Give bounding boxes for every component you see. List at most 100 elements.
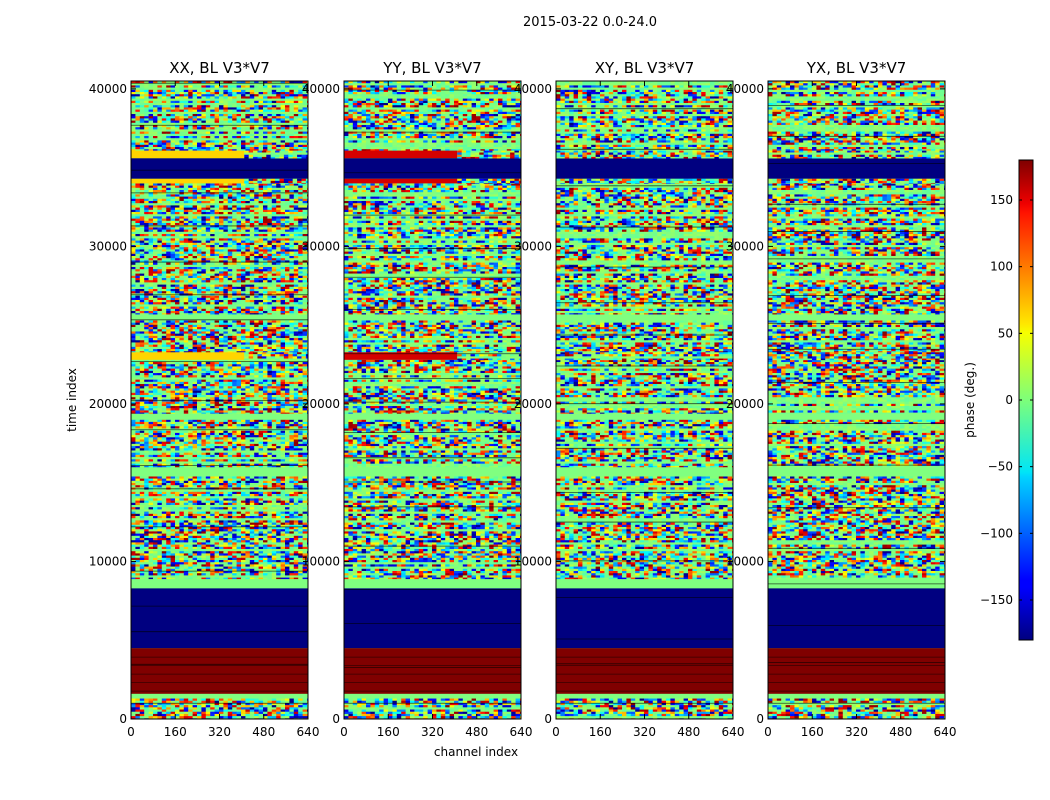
panel-xy: XY, BL V3*V7 0 160 320 480 640 0 10000 20000 3000… bbox=[514, 59, 745, 739]
flagged-band bbox=[131, 693, 308, 699]
panels: XX, BL V3*V7 0 160 320 480 640 0 10000 20000 3000… bbox=[89, 59, 957, 739]
flagged-band bbox=[131, 578, 308, 589]
y-tick-label: 30000 bbox=[89, 239, 127, 253]
flagged-band bbox=[131, 314, 308, 321]
y-tick-label: 40000 bbox=[302, 82, 340, 96]
y-tick-label: 40000 bbox=[89, 82, 127, 96]
panel-title: XY, BL V3*V7 bbox=[595, 59, 695, 77]
y-tick-label: 20000 bbox=[89, 397, 127, 411]
y-tick-label: 0 bbox=[119, 712, 127, 726]
flagged-band bbox=[344, 466, 521, 477]
stripe-band bbox=[344, 178, 458, 184]
colorbar-tick-label: 50 bbox=[998, 326, 1013, 340]
flagged-band bbox=[344, 314, 521, 321]
constant-band bbox=[344, 158, 521, 179]
colorbar: −150 −100 −50 0 50 100 150 phase (deg.) bbox=[963, 159, 1034, 641]
colorbar-ticks: −150 −100 −50 0 50 100 150 bbox=[980, 193, 1033, 607]
y-tick-label: 0 bbox=[756, 712, 764, 726]
x-tick-label: 160 bbox=[801, 725, 824, 739]
colorbar-tick-label: 100 bbox=[990, 260, 1013, 274]
constant-band bbox=[131, 648, 308, 694]
x-tick-label: 480 bbox=[677, 725, 700, 739]
phase-image bbox=[344, 81, 521, 719]
y-tick-label: 40000 bbox=[514, 82, 552, 96]
panel-yx: YX, BL V3*V7 0 160 320 480 640 0 10000 20000 3000… bbox=[726, 59, 957, 739]
panel-title: YY, BL V3*V7 bbox=[382, 59, 481, 77]
phase-image bbox=[768, 81, 945, 719]
constant-band bbox=[556, 158, 733, 179]
stripe-band bbox=[344, 351, 458, 360]
panel-title: YX, BL V3*V7 bbox=[806, 59, 907, 77]
x-tick-label: 160 bbox=[377, 725, 400, 739]
flagged-band bbox=[131, 413, 308, 420]
y-tick-label: 20000 bbox=[514, 397, 552, 411]
x-tick-label: 320 bbox=[845, 725, 868, 739]
stripe-band bbox=[131, 150, 245, 159]
x-axis-label: channel index bbox=[434, 745, 518, 759]
colorbar-tick-label: 0 bbox=[1005, 393, 1013, 407]
colorbar-label: phase (deg.) bbox=[963, 362, 977, 438]
x-tick-label: 480 bbox=[465, 725, 488, 739]
x-tick-label: 320 bbox=[633, 725, 656, 739]
x-tick-label: 160 bbox=[589, 725, 612, 739]
panel-yy: YY, BL V3*V7 0 160 320 480 640 0 10000 20000 3000… bbox=[302, 59, 533, 739]
flagged-band bbox=[344, 413, 521, 420]
constant-band bbox=[556, 648, 733, 694]
x-tick-label: 0 bbox=[340, 725, 348, 739]
flagged-band bbox=[768, 413, 945, 420]
constant-band bbox=[556, 588, 733, 649]
y-tick-label: 20000 bbox=[302, 397, 340, 411]
y-axis-label: time index bbox=[65, 368, 79, 432]
phase-image bbox=[556, 81, 733, 719]
colorbar-tick-label: 150 bbox=[990, 193, 1013, 207]
flagged-band bbox=[556, 314, 733, 321]
y-tick-label: 40000 bbox=[726, 82, 764, 96]
colorbar-tick-label: −150 bbox=[980, 593, 1013, 607]
x-tick-label: 640 bbox=[510, 725, 533, 739]
stripe-band bbox=[131, 351, 245, 360]
constant-band bbox=[131, 588, 308, 649]
constant-band bbox=[768, 158, 945, 179]
flagged-band bbox=[556, 693, 733, 699]
flagged-band bbox=[768, 693, 945, 699]
x-tick-label: 640 bbox=[934, 725, 957, 739]
x-tick-label: 320 bbox=[421, 725, 444, 739]
x-tick-label: 0 bbox=[127, 725, 135, 739]
x-tick-label: 640 bbox=[297, 725, 320, 739]
x-tick-label: 0 bbox=[552, 725, 560, 739]
y-tick-label: 0 bbox=[544, 712, 552, 726]
phase-image bbox=[131, 81, 308, 719]
colorbar-tick-label: −50 bbox=[988, 460, 1013, 474]
x-tick-label: 0 bbox=[764, 725, 772, 739]
flagged-band bbox=[556, 578, 733, 589]
flagged-band bbox=[556, 413, 733, 420]
flagged-band bbox=[344, 578, 521, 589]
flagged-band bbox=[556, 466, 733, 477]
figure-suptitle: 2015-03-22 0.0-24.0 bbox=[523, 15, 657, 30]
constant-band bbox=[131, 158, 308, 179]
flagged-band bbox=[131, 466, 308, 477]
flagged-band bbox=[768, 314, 945, 321]
y-tick-label: 10000 bbox=[302, 554, 340, 568]
x-tick-label: 640 bbox=[722, 725, 745, 739]
y-tick-label: 0 bbox=[332, 712, 340, 726]
y-tick-label: 10000 bbox=[89, 554, 127, 568]
colorbar-tick-label: −100 bbox=[980, 526, 1013, 540]
y-tick-label: 30000 bbox=[302, 239, 340, 253]
constant-band bbox=[344, 588, 521, 649]
y-tick-label: 30000 bbox=[726, 239, 764, 253]
y-tick-label: 10000 bbox=[726, 554, 764, 568]
y-tick-label: 20000 bbox=[726, 397, 764, 411]
constant-band bbox=[344, 648, 521, 694]
panel-title: XX, BL V3*V7 bbox=[169, 59, 270, 77]
panel-xx: XX, BL V3*V7 0 160 320 480 640 0 10000 20000 3000… bbox=[89, 59, 320, 739]
y-tick-label: 30000 bbox=[514, 239, 552, 253]
stripe-band bbox=[131, 178, 245, 184]
y-tick-label: 10000 bbox=[514, 554, 552, 568]
x-tick-label: 160 bbox=[164, 725, 187, 739]
constant-band bbox=[768, 588, 945, 649]
flagged-band bbox=[344, 693, 521, 699]
x-tick-label: 480 bbox=[252, 725, 275, 739]
x-tick-label: 480 bbox=[889, 725, 912, 739]
